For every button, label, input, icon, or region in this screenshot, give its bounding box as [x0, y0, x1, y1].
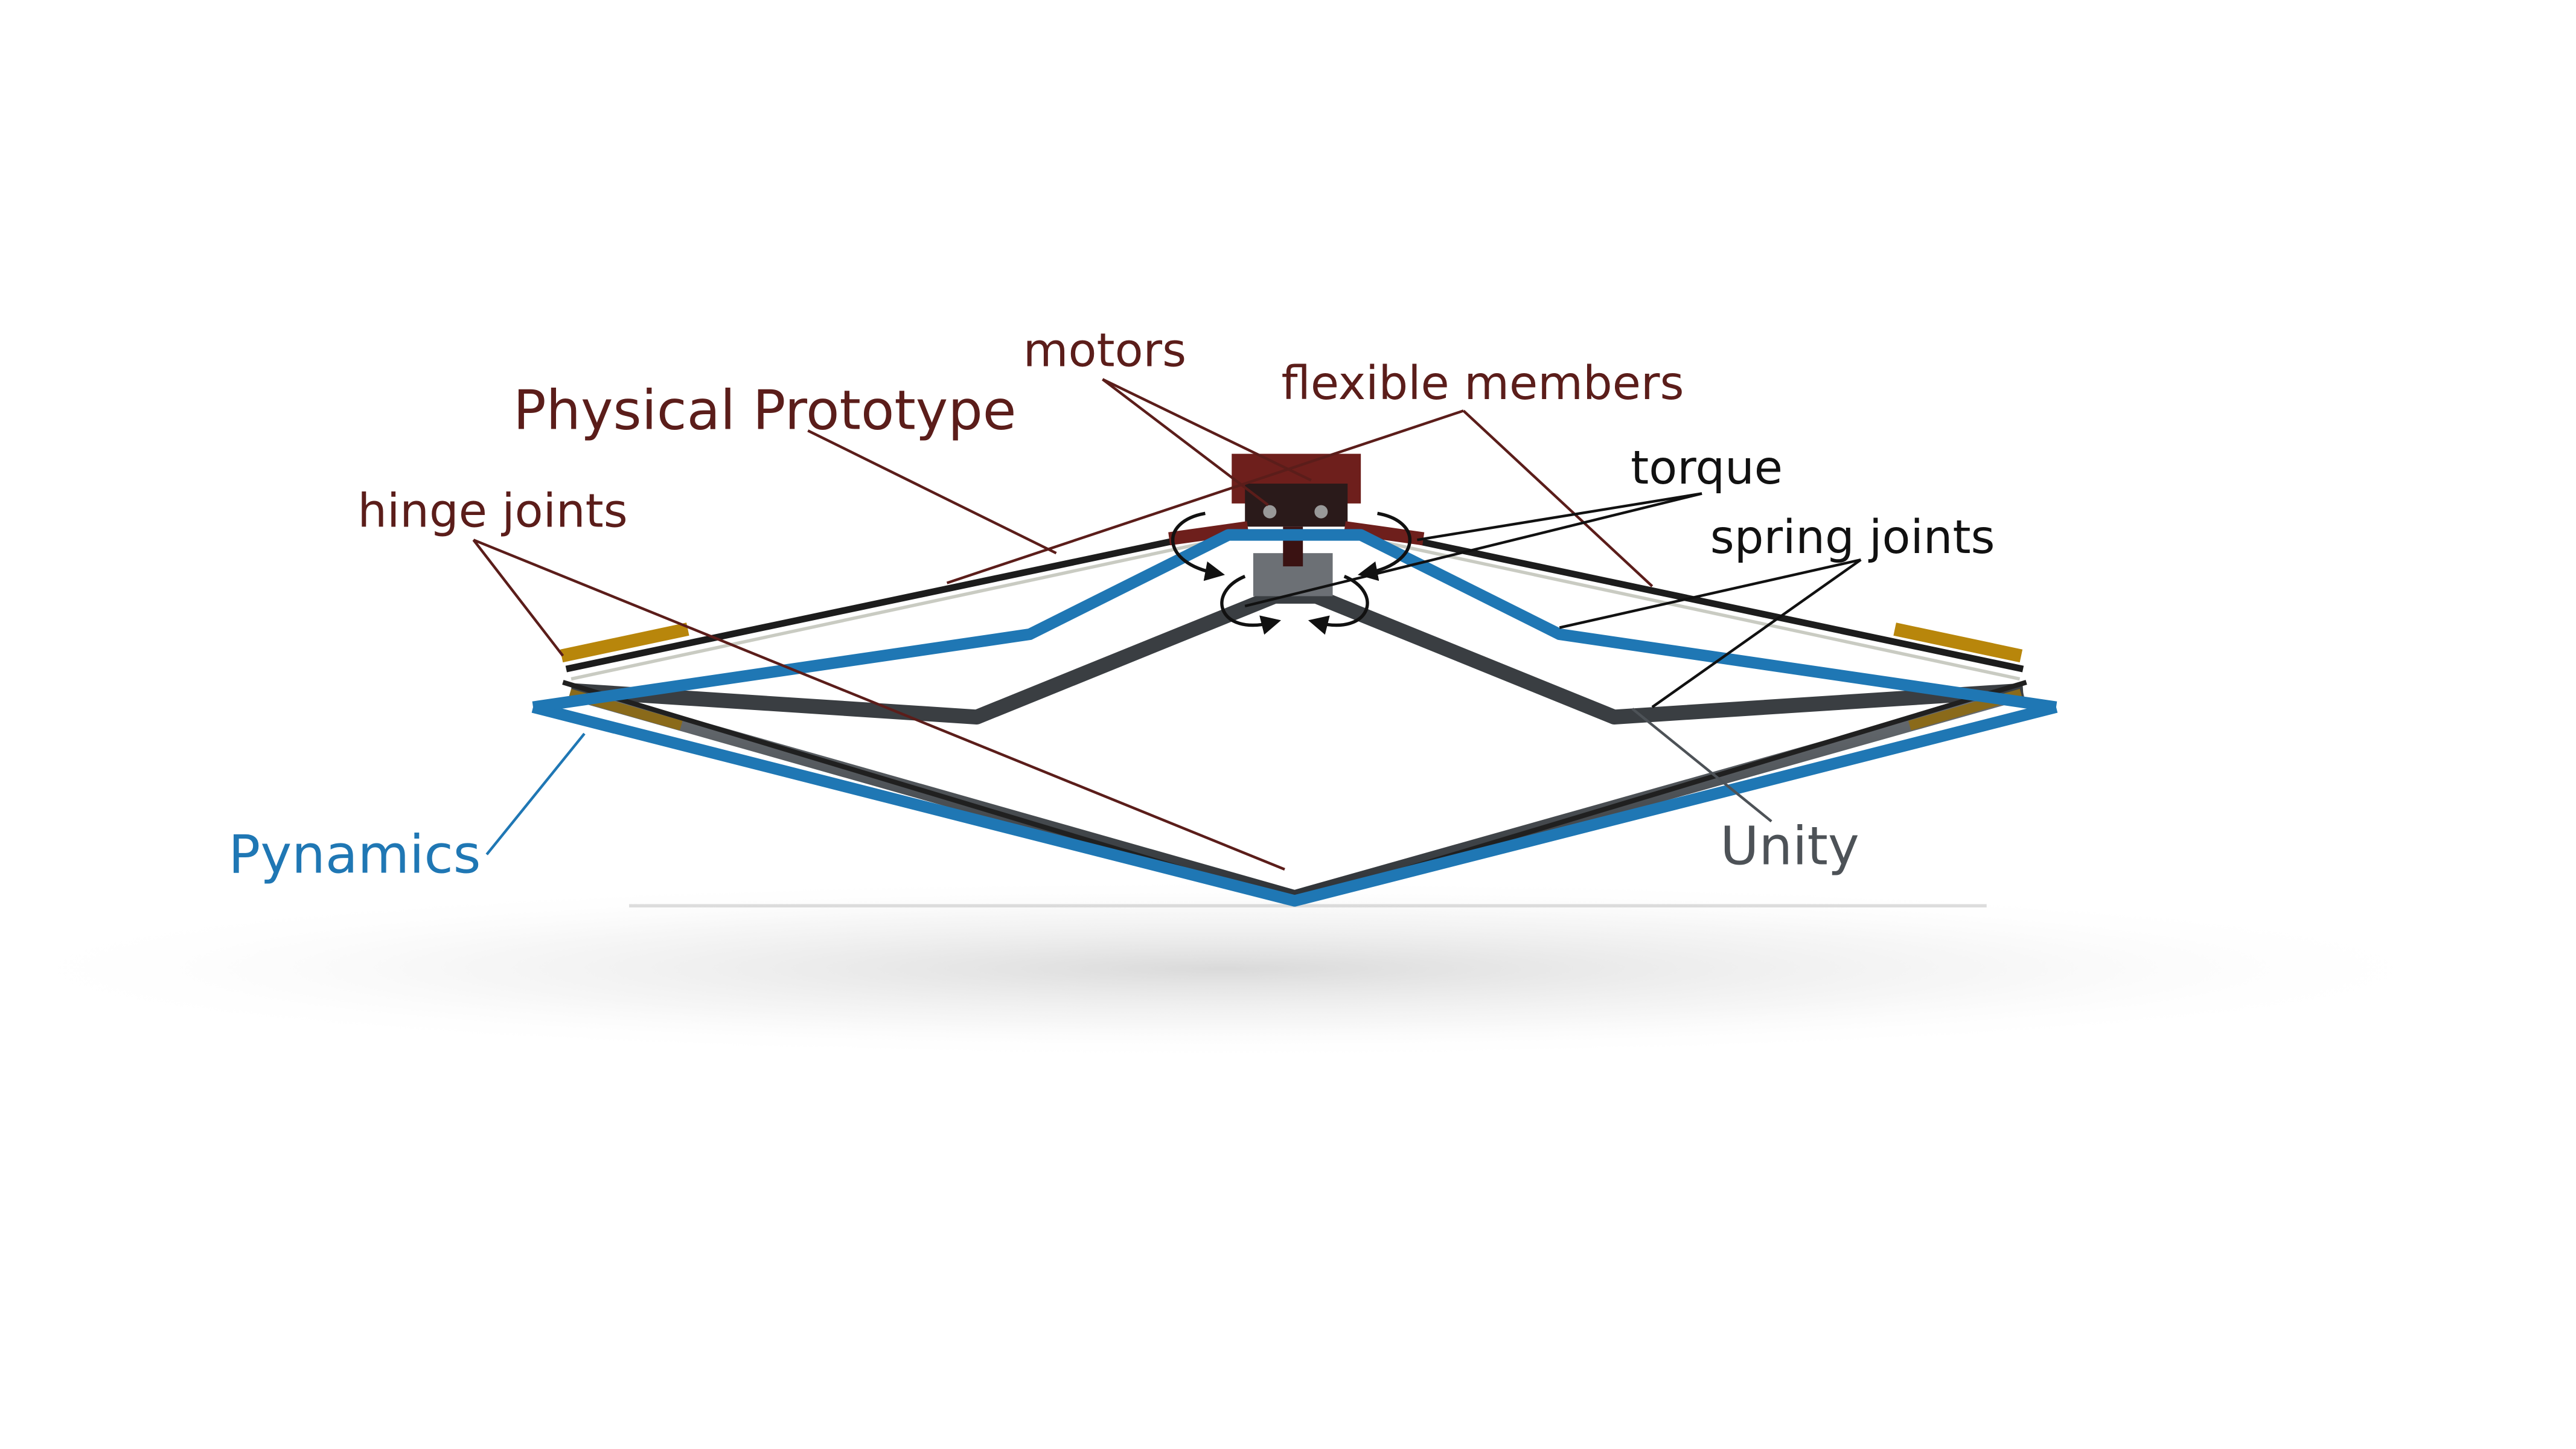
floor-shadow [0, 877, 2483, 1060]
labels: Physical Prototype motors flexible membe… [228, 324, 1995, 885]
leader-motors-1 [1102, 378, 1269, 507]
leader-hinge-joints-1 [472, 539, 564, 657]
leader-hinge-joints-2 [473, 539, 1285, 871]
flexible-member-right-sheen [1349, 533, 2021, 681]
label-unity: Unity [1720, 816, 1859, 877]
motor-bracket-left [1168, 521, 1249, 546]
pynamics-outer-frame [531, 701, 2058, 907]
leader-motors-2 [1102, 378, 1312, 482]
leader-spring-joints-1 [1559, 558, 1861, 629]
leader-lines [472, 378, 1862, 871]
motor-bracket-right [1343, 521, 1425, 546]
torque-arrows [1171, 511, 1411, 635]
leader-unity [1631, 708, 1772, 823]
label-hinge-joints: hinge joints [357, 484, 627, 538]
torque-arrow-upper-right-icon [1357, 511, 1411, 581]
leader-flexible-members-2 [1462, 409, 1654, 587]
leader-torque-2 [1244, 492, 1702, 608]
hinge-joint-left-icon [560, 622, 689, 663]
label-flexible-members: flexible members [1282, 357, 1684, 411]
torque-arrow-upper-left-icon [1171, 511, 1226, 581]
leader-spring-joints-2 [1651, 558, 1862, 708]
flexible-member-left [565, 523, 1242, 673]
leader-torque-1 [1417, 492, 1702, 542]
pynamics-upper-frame [532, 529, 2057, 713]
label-physical-prototype: Physical Prototype [513, 379, 1016, 443]
label-motors: motors [1023, 324, 1186, 377]
flexible-member-left-sheen [570, 533, 1242, 681]
motor-left-icon [1263, 505, 1277, 519]
unity-upper-arms [570, 589, 2024, 724]
hinge-joint-right-icon [1893, 622, 2023, 663]
motor-mount [1245, 483, 1348, 527]
leader-pynamics [485, 732, 586, 856]
label-torque: torque [1631, 441, 1783, 495]
torque-arrow-lower-left-icon [1220, 575, 1282, 635]
pynamics-model [531, 529, 2058, 907]
leader-physical-prototype [807, 429, 1057, 555]
motor-right-icon [1314, 505, 1328, 519]
torque-arrow-lower-right-icon [1308, 575, 1369, 635]
label-pynamics: Pynamics [228, 824, 481, 885]
leader-flexible-members-1 [946, 409, 1464, 584]
label-spring-joints: spring joints [1710, 511, 1995, 565]
